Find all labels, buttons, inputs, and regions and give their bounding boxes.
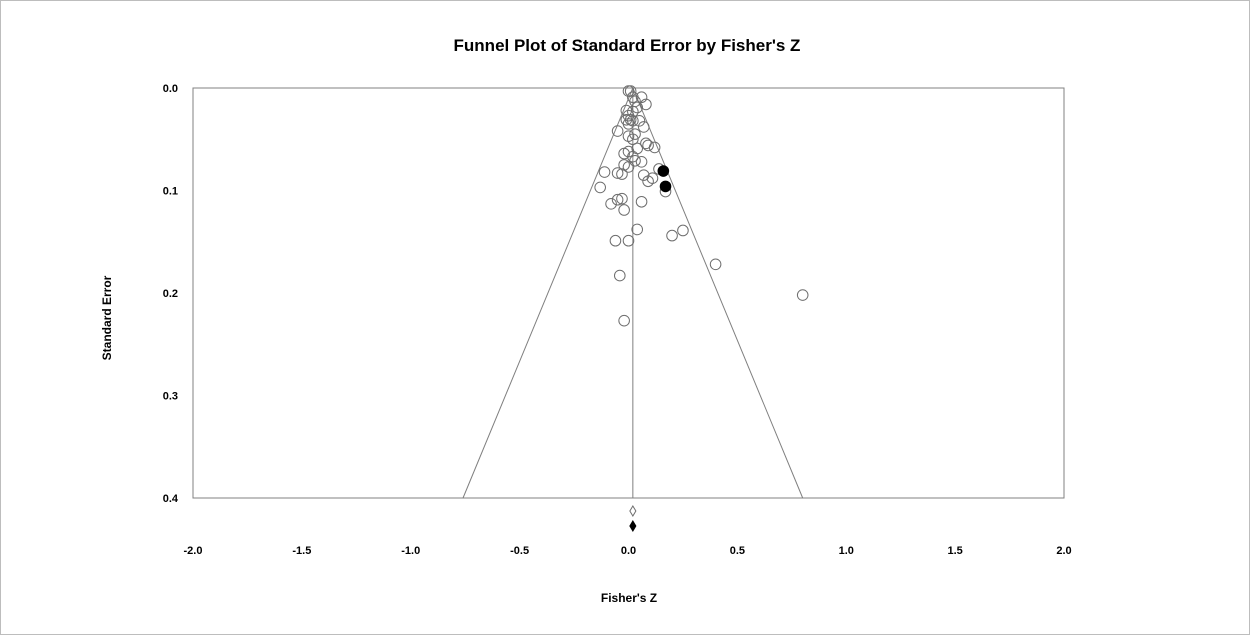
- study-point: [622, 234, 635, 247]
- funnel-right-line: [632, 87, 804, 499]
- x-tick-label: 0.5: [730, 545, 745, 557]
- study-point: [613, 269, 626, 282]
- study-point: [648, 141, 661, 154]
- study-point: [635, 91, 648, 104]
- study-point: [611, 167, 624, 179]
- x-axis-ticks: -2.0 -1.5 -1.0 -0.5 0.0 0.5 1.0 1.5 2.0: [184, 545, 1072, 557]
- x-tick-label: 2.0: [1056, 545, 1071, 557]
- study-point: [620, 104, 633, 117]
- study-point: [609, 234, 622, 247]
- study-point: [627, 133, 639, 146]
- study-point: [646, 172, 659, 184]
- y-tick-label: 0.2: [163, 288, 178, 300]
- x-tick-label: 0.0: [621, 545, 636, 557]
- y-tick-label: 0.0: [163, 83, 178, 95]
- study-point: [611, 125, 624, 137]
- study-point: [627, 105, 639, 118]
- summary-markers: [629, 505, 637, 532]
- study-point: [611, 193, 624, 206]
- study-point: [629, 154, 641, 167]
- x-axis-label: Fisher's Z: [601, 591, 657, 605]
- plot-area: [192, 87, 1065, 499]
- study-point: [616, 168, 628, 180]
- study-point: [594, 181, 606, 194]
- study-point: [598, 166, 611, 178]
- study-point: [642, 139, 654, 152]
- x-tick-label: -1.5: [292, 545, 311, 557]
- study-point: [633, 115, 646, 127]
- study-point: [709, 258, 722, 271]
- imputed-study-point: [657, 165, 670, 177]
- study-point: [637, 169, 650, 181]
- x-tick-label: -2.0: [184, 545, 203, 557]
- study-point: [629, 128, 641, 140]
- y-axis-label: Standard Error: [100, 275, 114, 360]
- adjusted-summary-diamond: [629, 520, 637, 532]
- study-point: [618, 204, 630, 216]
- x-tick-label: 1.0: [839, 545, 854, 557]
- study-point: [631, 101, 644, 114]
- x-tick-label: 1.5: [947, 545, 962, 557]
- study-point: [640, 98, 652, 111]
- study-point: [635, 156, 648, 168]
- data-points: [594, 85, 809, 327]
- imputed-study-point: [659, 180, 672, 193]
- x-tick-label: -0.5: [510, 545, 529, 557]
- study-point: [631, 223, 644, 236]
- study-point: [618, 147, 630, 160]
- funnel-left-line: [462, 87, 634, 499]
- y-tick-label: 0.3: [163, 391, 178, 403]
- study-point: [624, 85, 637, 97]
- study-point: [622, 118, 635, 130]
- study-point: [605, 198, 617, 210]
- study-point: [635, 195, 648, 208]
- y-tick-label: 0.4: [163, 493, 179, 505]
- study-point: [616, 192, 628, 205]
- study-point: [677, 224, 689, 237]
- study-point: [622, 161, 635, 173]
- study-point: [618, 314, 630, 327]
- chart-title: Funnel Plot of Standard Error by Fisher'…: [454, 36, 801, 55]
- observed-summary-diamond: [629, 505, 637, 517]
- x-tick-label: -1.0: [401, 545, 420, 557]
- study-point: [637, 121, 650, 133]
- study-point: [796, 289, 809, 301]
- y-tick-label: 0.1: [163, 186, 178, 198]
- study-point: [666, 229, 678, 242]
- y-axis-ticks: 0.0 0.1 0.2 0.3 0.4: [163, 83, 179, 505]
